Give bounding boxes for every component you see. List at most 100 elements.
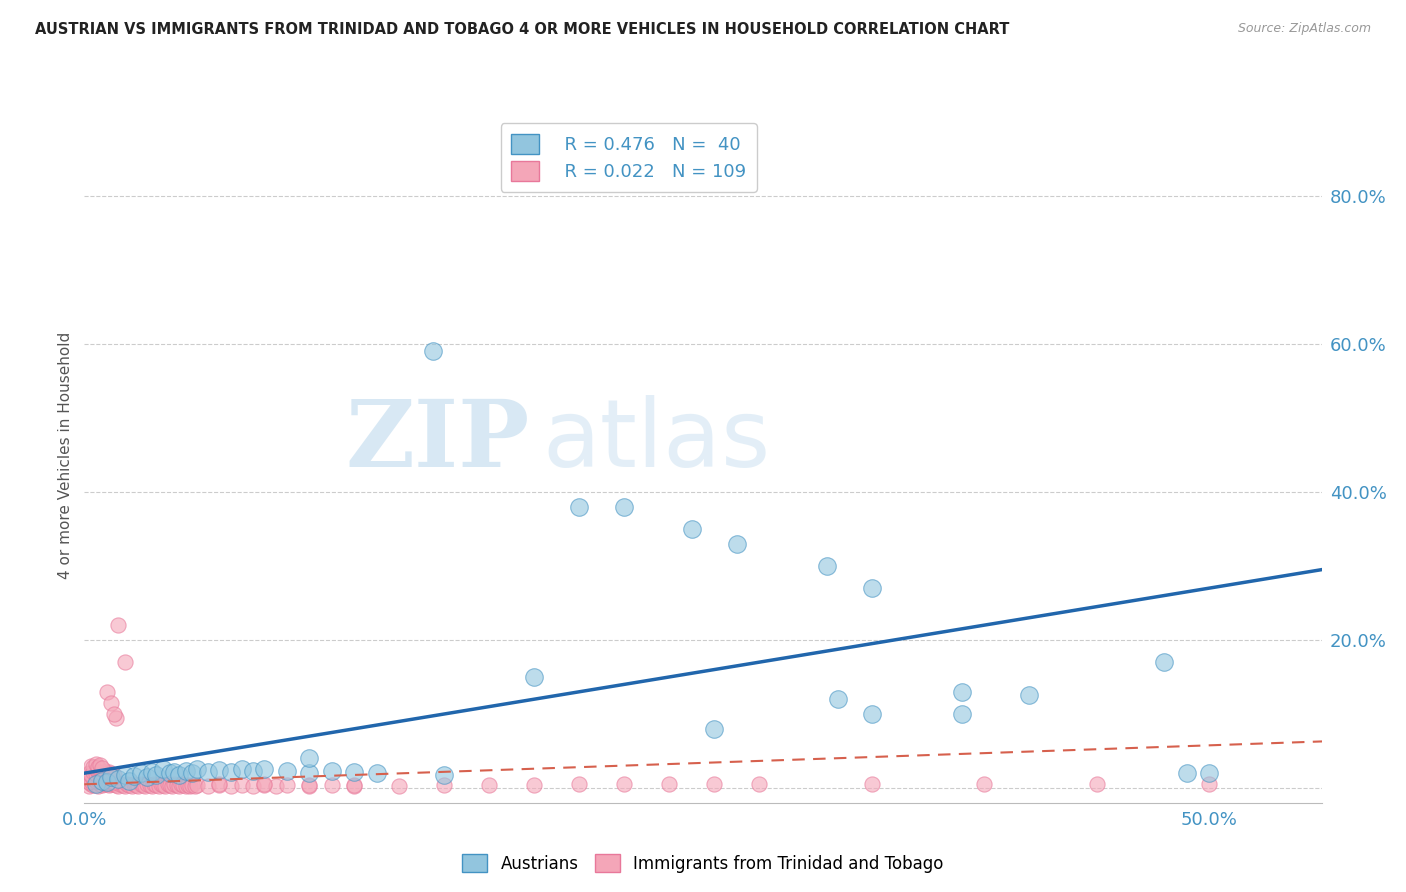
Text: Source: ZipAtlas.com: Source: ZipAtlas.com (1237, 22, 1371, 36)
Point (186, 763, 208, 777)
Point (167, 779, 190, 793)
Point (149, 777, 172, 791)
Point (145, 778, 167, 792)
Point (183, 779, 205, 793)
Point (91, 766, 114, 780)
Point (613, 500, 636, 514)
Point (231, 763, 253, 777)
Text: AUSTRIAN VS IMMIGRANTS FROM TRINIDAD AND TOBAGO 4 OR MORE VEHICLES IN HOUSEHOLD : AUSTRIAN VS IMMIGRANTS FROM TRINIDAD AND… (35, 22, 1010, 37)
Point (177, 778, 200, 792)
Point (98, 773, 121, 788)
Point (103, 706, 125, 721)
Point (114, 779, 136, 793)
Point (110, 777, 132, 791)
Point (159, 766, 181, 780)
Point (87, 765, 110, 780)
Point (186, 778, 208, 792)
Point (89, 777, 111, 791)
Point (860, 581, 883, 595)
Point (148, 779, 170, 793)
Point (174, 764, 197, 778)
Point (298, 779, 321, 793)
Point (219, 779, 242, 793)
Point (568, 500, 591, 514)
Point (143, 777, 166, 791)
Point (77, 766, 100, 780)
Point (93, 764, 115, 778)
Point (1018, 689, 1040, 703)
Text: atlas: atlas (543, 395, 770, 487)
Point (156, 777, 179, 791)
Point (98, 765, 121, 780)
Point (93, 776, 115, 790)
Point (107, 772, 129, 786)
Point (208, 778, 231, 792)
Point (82, 772, 104, 786)
Point (181, 778, 204, 792)
Point (170, 777, 193, 791)
Point (343, 778, 366, 792)
Point (132, 778, 155, 792)
Point (104, 778, 127, 792)
Point (523, 670, 546, 684)
Point (89, 768, 111, 782)
Point (100, 767, 122, 781)
Point (98, 778, 121, 792)
Point (80, 777, 103, 791)
Point (129, 777, 152, 791)
Point (703, 722, 725, 736)
Point (129, 766, 152, 780)
Point (298, 778, 321, 792)
Point (208, 763, 231, 777)
Point (172, 778, 194, 792)
Point (523, 778, 546, 792)
Point (104, 711, 127, 725)
Point (231, 778, 253, 792)
Point (80, 767, 103, 781)
Point (253, 763, 276, 777)
Point (163, 777, 186, 791)
Point (122, 769, 145, 783)
Point (91, 761, 114, 775)
Point (77, 779, 100, 793)
Point (82, 778, 104, 792)
Point (82, 764, 104, 779)
Point (160, 779, 183, 793)
Point (87, 779, 110, 793)
Point (1198, 766, 1220, 780)
Point (136, 770, 159, 784)
Legend:   R = 0.476   N =  40,   R = 0.022   N = 109: R = 0.476 N = 40, R = 0.022 N = 109 (501, 123, 756, 192)
Point (973, 776, 995, 790)
Point (96, 767, 118, 781)
Point (242, 779, 264, 793)
Point (163, 764, 186, 779)
Point (141, 764, 163, 779)
Point (219, 764, 242, 779)
Point (103, 775, 125, 789)
Point (197, 764, 219, 779)
Point (100, 774, 122, 789)
Point (321, 778, 343, 792)
Point (84, 774, 107, 789)
Point (77, 775, 100, 789)
Point (253, 778, 276, 792)
Point (84, 757, 107, 772)
Point (91, 772, 114, 786)
Point (155, 779, 177, 793)
Point (111, 778, 134, 792)
Point (197, 779, 219, 793)
Point (127, 779, 149, 793)
Point (860, 706, 883, 721)
Point (388, 779, 411, 793)
Point (107, 618, 129, 632)
Point (82, 760, 104, 774)
Point (125, 778, 148, 792)
Point (568, 777, 591, 791)
Point (80, 773, 103, 788)
Y-axis label: 4 or more Vehicles in Household: 4 or more Vehicles in Household (58, 331, 73, 579)
Point (152, 763, 174, 777)
Point (1085, 776, 1108, 790)
Point (748, 777, 770, 791)
Point (96, 775, 118, 789)
Point (298, 766, 321, 780)
